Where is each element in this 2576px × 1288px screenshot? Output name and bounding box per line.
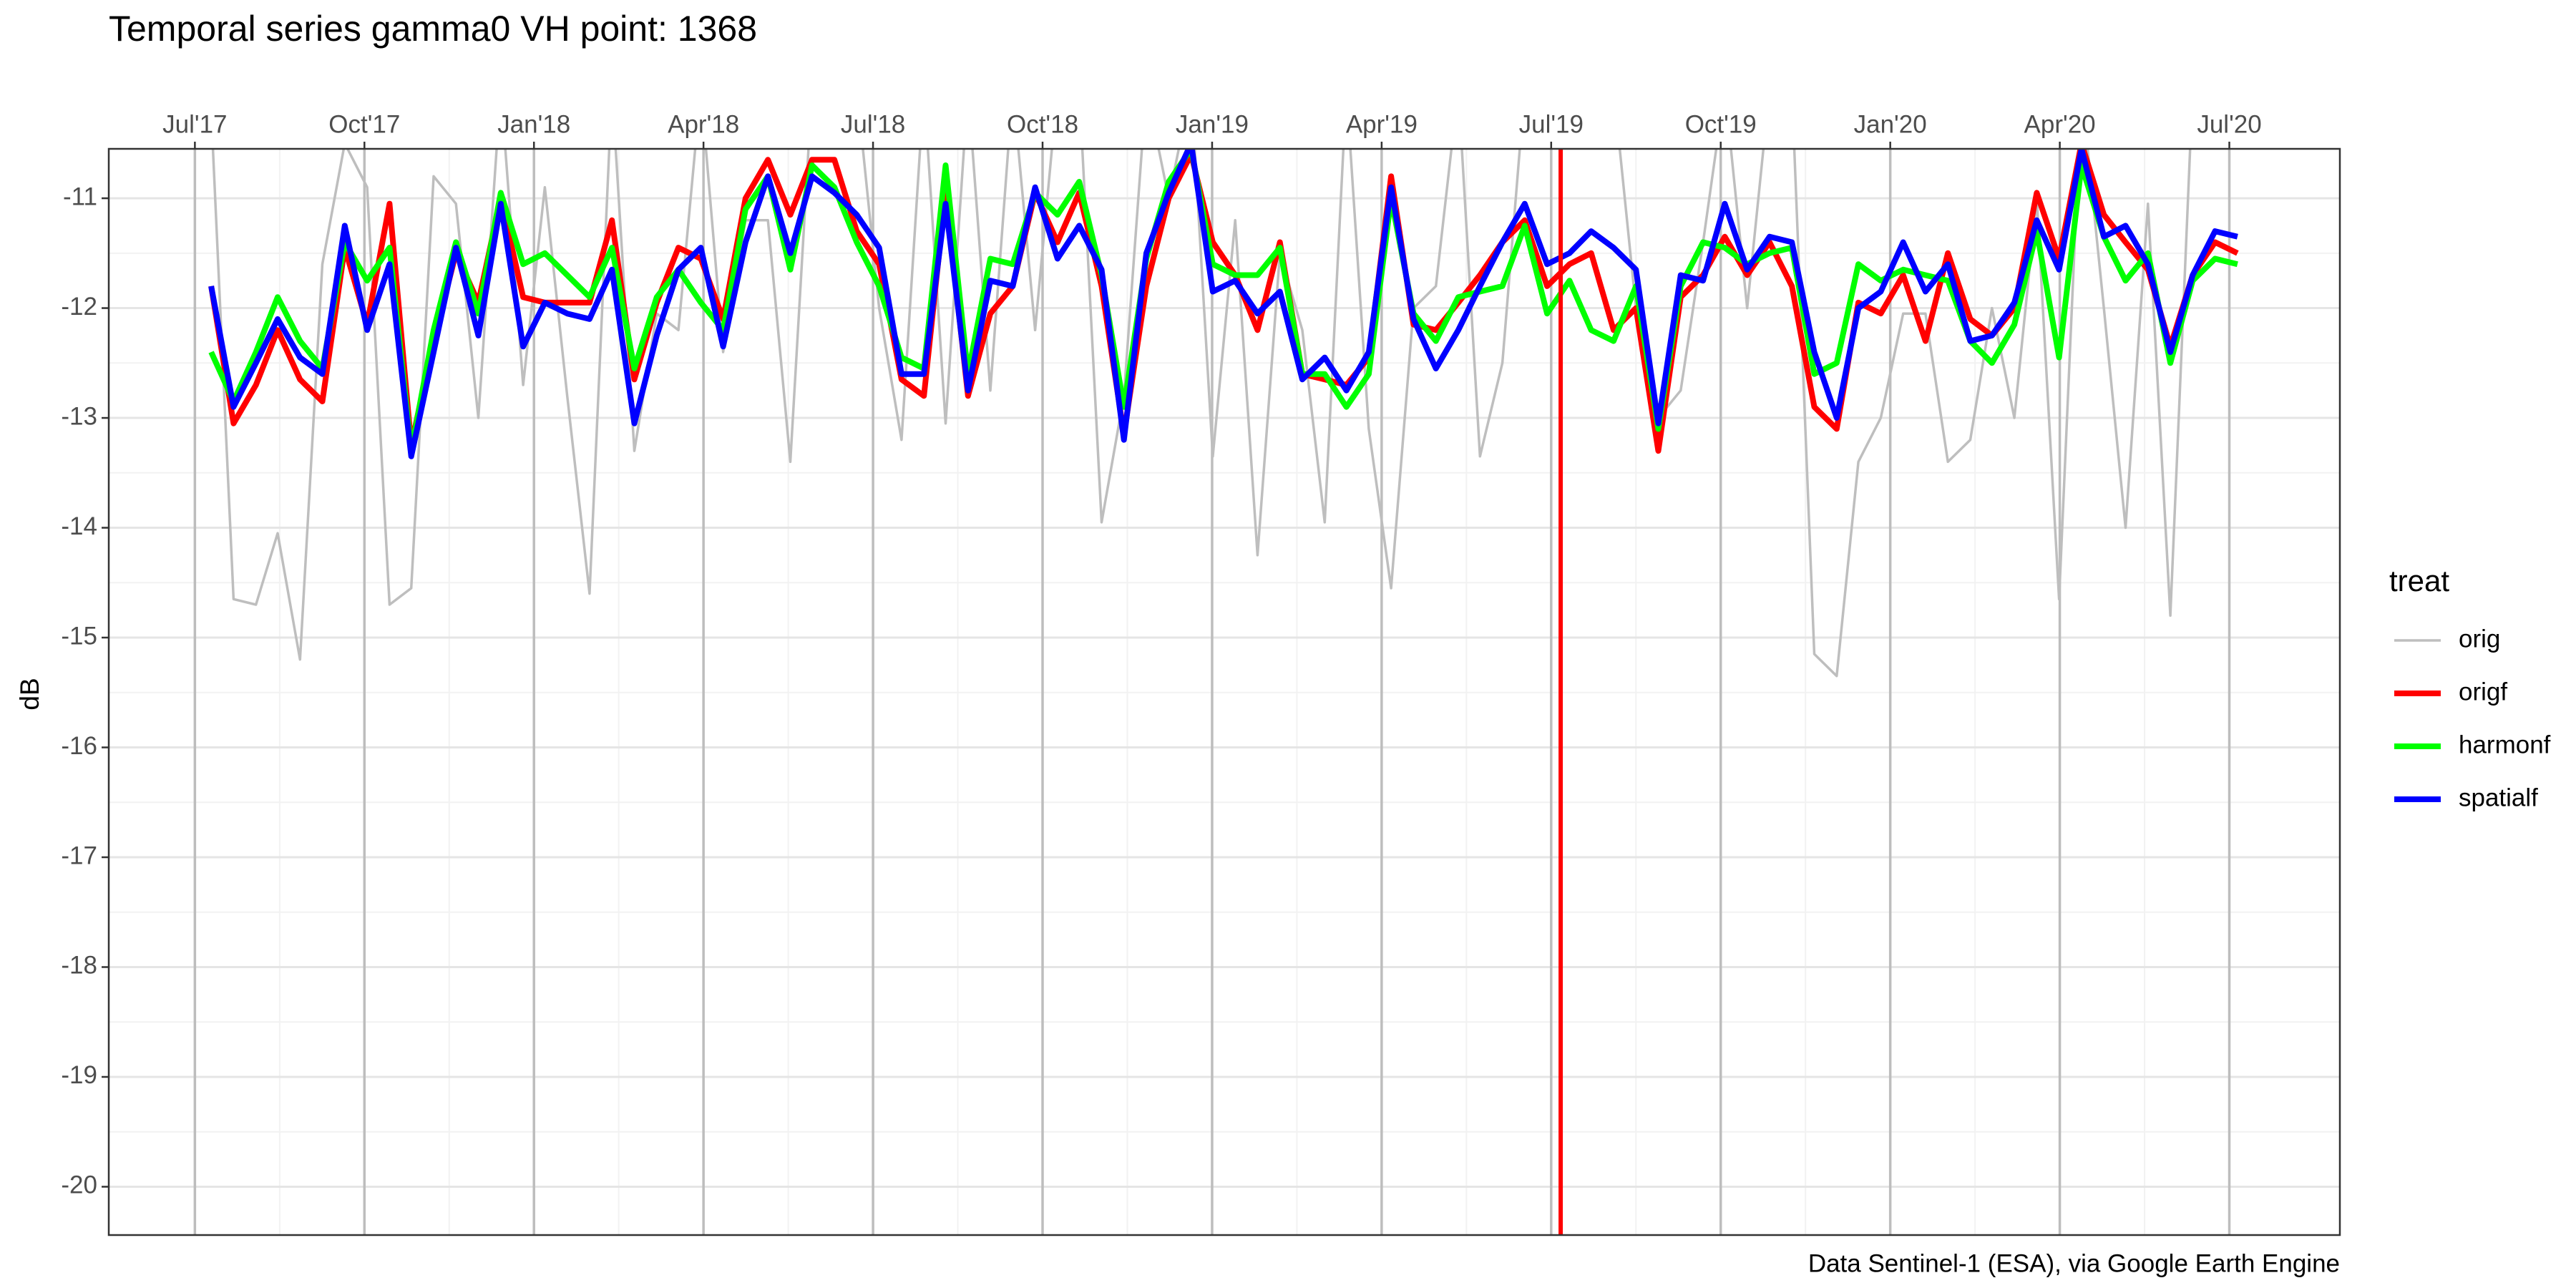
plot-border [107, 147, 2341, 1236]
series-line [208, 149, 2238, 454]
x-tick-label: Jan'18 [497, 110, 570, 138]
series-line [208, 149, 2238, 459]
legend-label: orig [2459, 625, 2500, 653]
y-tick-label: -11 [63, 182, 97, 210]
y-tick-label: -19 [61, 1061, 97, 1089]
y-tick-label: -16 [61, 732, 97, 760]
y-tick-label: -13 [61, 402, 97, 430]
x-tick-label: Apr'18 [668, 110, 739, 138]
y-tick-label: -14 [61, 512, 97, 540]
series-line [211, 149, 2192, 678]
legend-label: harmonf [2459, 731, 2551, 758]
legend-title: treat [2389, 564, 2449, 597]
x-tick-label: Jul'17 [162, 110, 227, 138]
y-tick-label: -15 [61, 622, 97, 650]
y-tick-label: -18 [61, 952, 97, 980]
y-tick-label: -12 [61, 293, 97, 321]
x-tick-label: Oct'18 [1007, 110, 1078, 138]
legend-label: origf [2459, 678, 2507, 706]
x-tick-label: Apr'20 [2024, 110, 2096, 138]
series-layer [208, 149, 2239, 678]
x-tick-label: Jan'20 [1854, 110, 1927, 138]
y-tick-label: -17 [61, 841, 97, 869]
x-tick-label: Jul'20 [2197, 110, 2261, 138]
x-tick-label: Jan'19 [1176, 110, 1249, 138]
y-axis-label: dB [15, 678, 44, 710]
x-tick-label: Oct'19 [1685, 110, 1757, 138]
x-tick-label: Oct'17 [328, 110, 400, 138]
chart-title: Temporal series gamma0 VH point: 1368 [109, 9, 757, 49]
legend-label: spatialf [2459, 784, 2538, 811]
x-tick-label: Apr'19 [1346, 110, 1418, 138]
y-tick-label: -20 [61, 1171, 97, 1199]
x-tick-label: Jul'18 [841, 110, 905, 138]
caption: Data Sentinel-1 (ESA), via Google Earth … [1808, 1249, 2340, 1277]
x-tick-label: Jul'19 [1519, 110, 1584, 138]
